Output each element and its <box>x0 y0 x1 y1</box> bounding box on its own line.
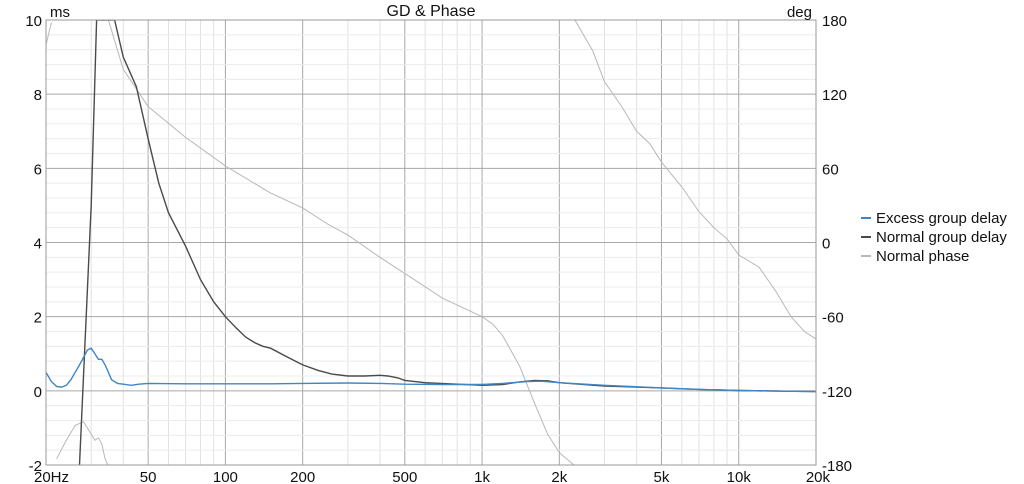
left-y-tick-label: -2 <box>29 458 42 475</box>
chart-title: GD & Phase <box>387 3 476 20</box>
legend-entry: Normal phase <box>876 248 969 265</box>
right-axis-ticks: -180 -120 -60 0 60 120 180 <box>822 13 852 475</box>
x-tick-label: 20k <box>806 469 831 484</box>
series-line-normal-phase <box>107 20 575 465</box>
right-y-tick-label: -120 <box>822 384 852 401</box>
right-y-tick-label: 60 <box>822 161 839 178</box>
right-y-tick-label: -60 <box>822 310 844 327</box>
series-line-normal-group-delay <box>78 20 816 465</box>
left-axis-ticks: -2 0 2 4 6 8 10 <box>25 13 42 475</box>
x-tick-label: 100 <box>213 469 238 484</box>
right-y-tick-label: 0 <box>822 236 830 253</box>
left-y-tick-label: 2 <box>34 310 42 327</box>
plot-frame <box>45 19 817 466</box>
series-layer <box>46 20 816 465</box>
left-y-tick-label: 8 <box>34 87 42 104</box>
series-line-normal-phase <box>574 20 816 340</box>
left-y-tick-label: 6 <box>34 161 42 178</box>
left-y-tick-label: 0 <box>34 384 42 401</box>
left-axis-unit: ms <box>50 4 70 21</box>
grid <box>46 20 816 465</box>
legend-entry: Normal group delay <box>876 229 1007 246</box>
right-y-tick-label: 120 <box>822 87 847 104</box>
x-tick-label: 1k <box>474 469 490 484</box>
x-tick-label: 20Hz <box>34 469 69 484</box>
left-y-tick-label: 4 <box>34 236 42 253</box>
legend-entry: Excess group delay <box>876 210 1007 227</box>
right-y-tick-label: 180 <box>822 13 847 30</box>
legend: Excess group delay Normal group delay Norm… <box>861 210 1007 265</box>
x-axis-ticks: 20Hz 50 100 200 500 1k 2k 5k 10k 20k <box>34 469 830 484</box>
x-tick-label: 10k <box>727 469 752 484</box>
right-axis-unit: deg <box>787 4 812 21</box>
x-tick-label: 200 <box>290 469 315 484</box>
x-tick-label: 50 <box>140 469 157 484</box>
series-line-normal-phase <box>46 22 52 45</box>
series-line-excess-group-delay <box>46 347 816 393</box>
x-tick-label: 2k <box>551 469 567 484</box>
right-y-tick-label: -180 <box>822 458 852 475</box>
series-line-normal-phase <box>56 421 109 465</box>
x-tick-label: 500 <box>392 469 417 484</box>
left-y-tick-label: 10 <box>25 13 42 30</box>
x-tick-label: 5k <box>654 469 670 484</box>
